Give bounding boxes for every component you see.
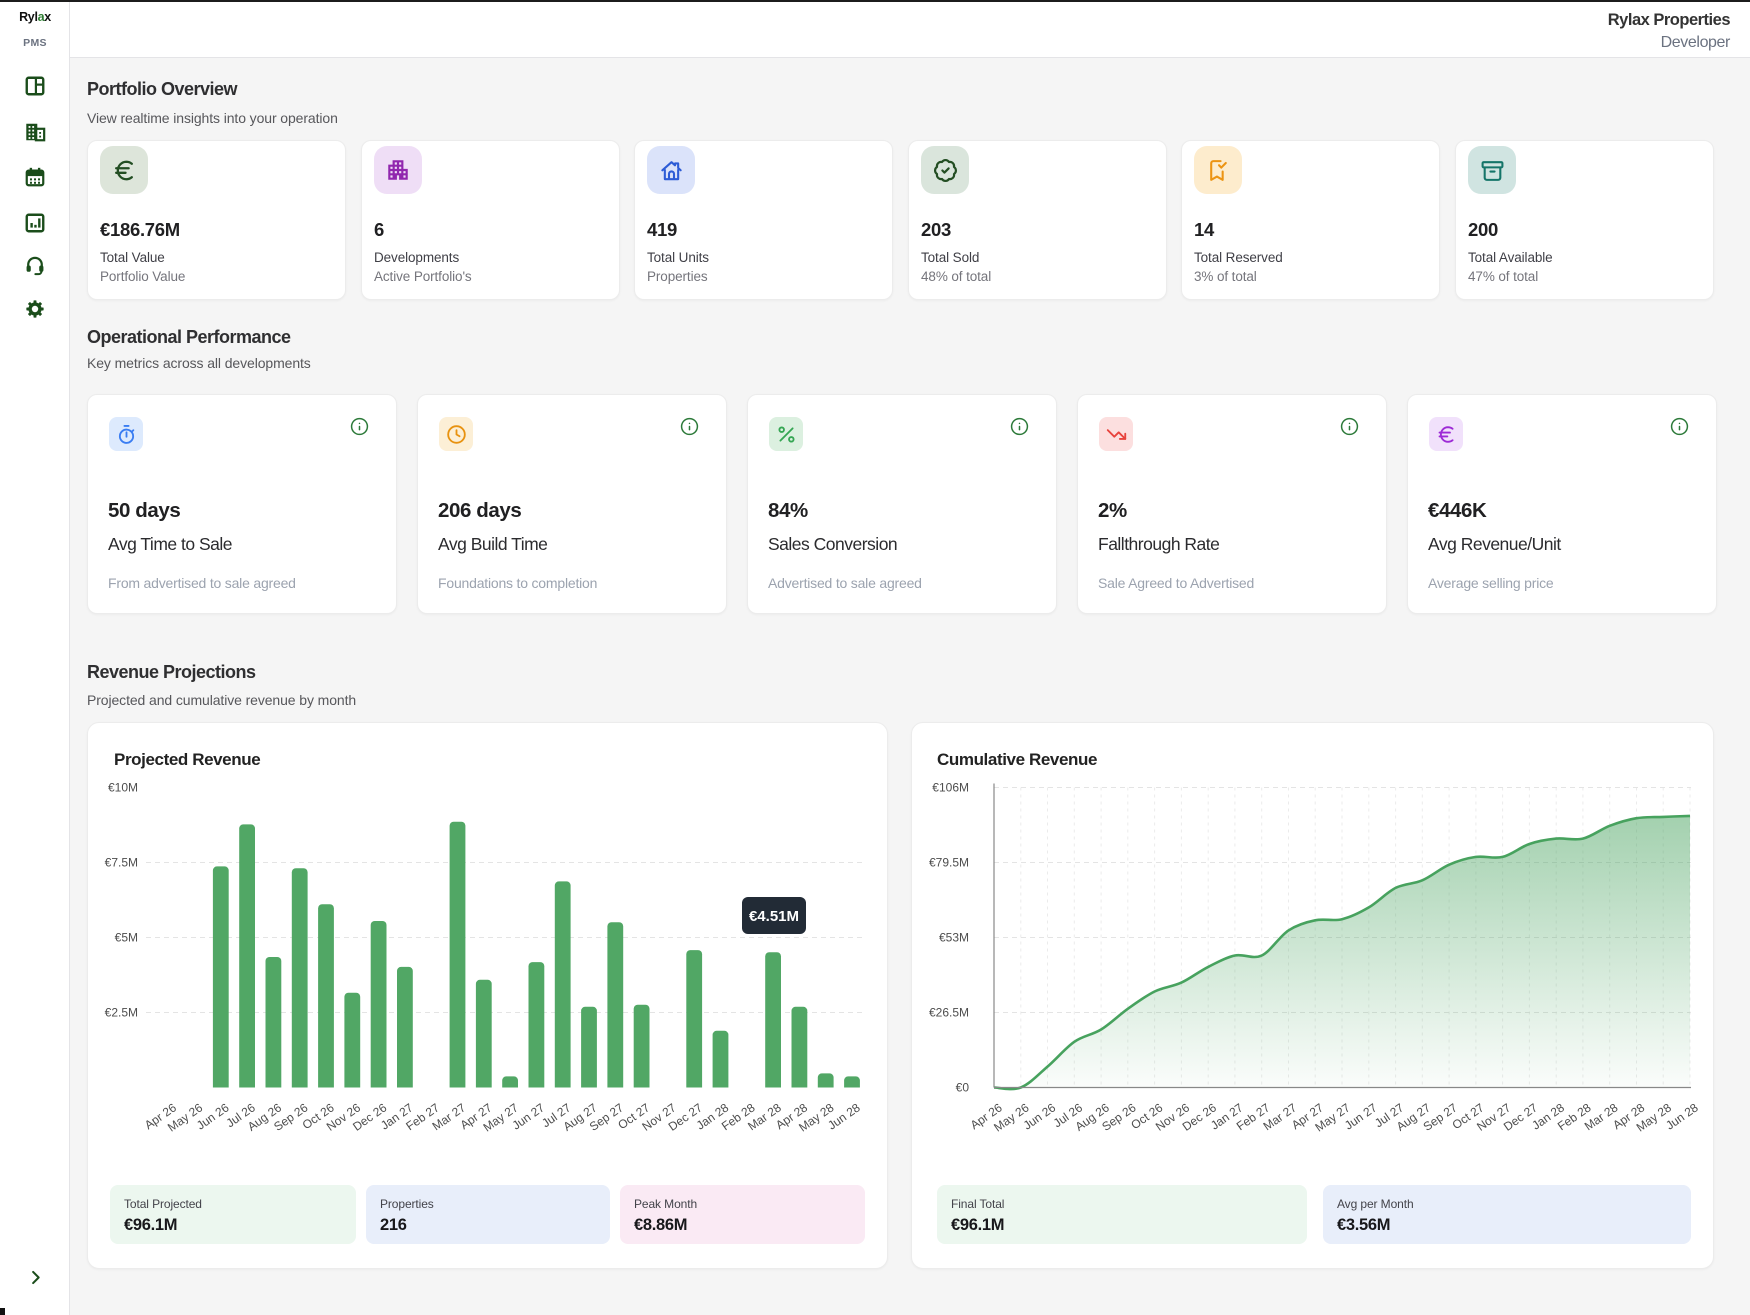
svg-text:€2.5M: €2.5M xyxy=(105,1006,138,1020)
svg-text:€0: €0 xyxy=(956,1081,970,1095)
svg-text:€7.5M: €7.5M xyxy=(105,856,138,870)
svg-text:€79.5M: €79.5M xyxy=(929,856,969,870)
svg-text:€5M: €5M xyxy=(115,931,138,945)
svg-text:€4.51M: €4.51M xyxy=(749,908,799,925)
svg-text:€106M: €106M xyxy=(932,781,969,795)
svg-text:€10M: €10M xyxy=(108,781,138,795)
svg-text:€26.5M: €26.5M xyxy=(929,1006,969,1020)
svg-text:€53M: €53M xyxy=(939,931,969,945)
